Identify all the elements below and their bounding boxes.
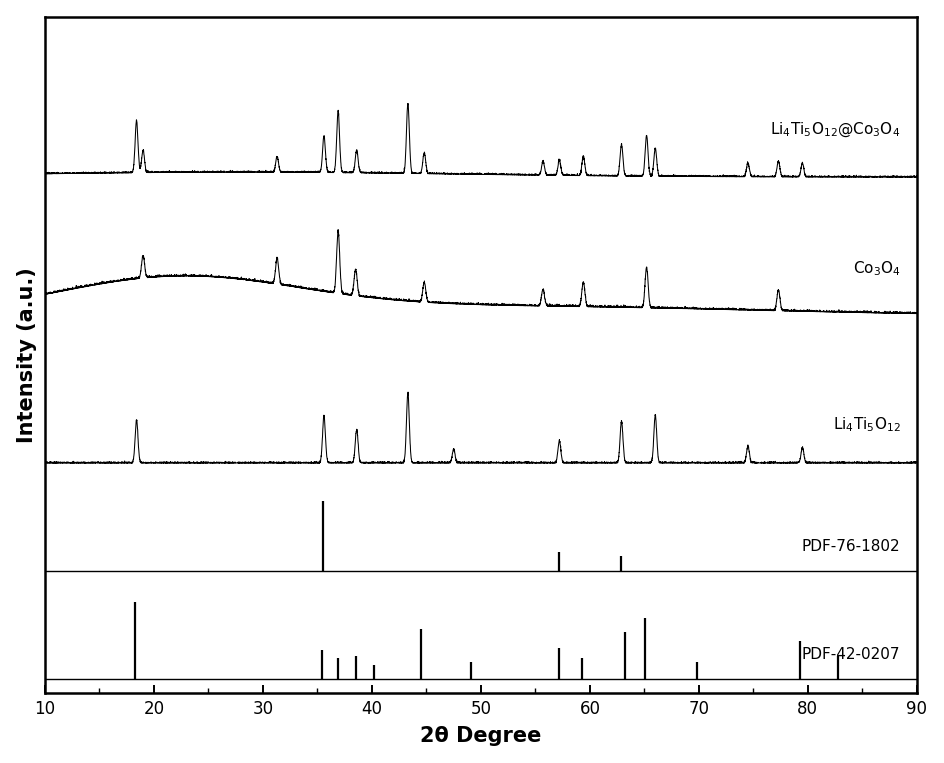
X-axis label: 2θ Degree: 2θ Degree [420,726,542,746]
Text: Li$_4$Ti$_5$O$_{12}$: Li$_4$Ti$_5$O$_{12}$ [833,415,901,433]
Text: Li$_4$Ti$_5$O$_{12}$@Co$_3$O$_4$: Li$_4$Ti$_5$O$_{12}$@Co$_3$O$_4$ [770,121,901,139]
Y-axis label: Intensity (a.u.): Intensity (a.u.) [17,267,37,443]
Text: PDF-76-1802: PDF-76-1802 [801,539,901,554]
Text: PDF-42-0207: PDF-42-0207 [802,647,901,662]
Text: Co$_3$O$_4$: Co$_3$O$_4$ [852,259,901,278]
